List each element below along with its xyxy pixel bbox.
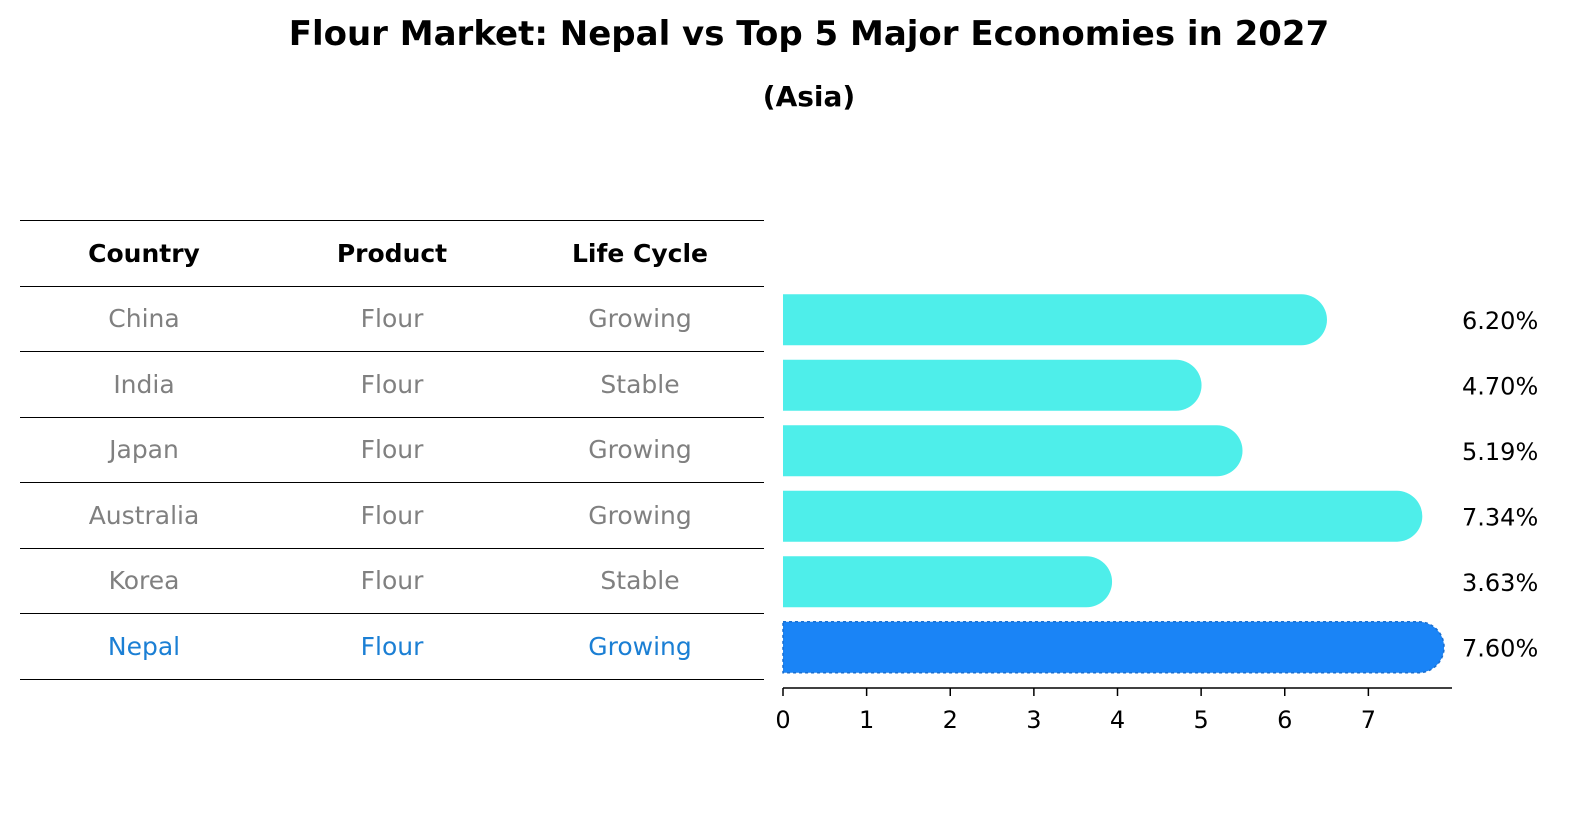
table-row: China Flour Growing xyxy=(20,287,764,352)
table-divider xyxy=(20,482,764,483)
x-tick-label: 0 xyxy=(775,706,790,734)
value-label-china: 6.20% xyxy=(1462,307,1538,335)
x-tick-label: 1 xyxy=(859,706,874,734)
bar-china xyxy=(783,294,1327,346)
life-cycle-cell: Stable xyxy=(600,369,680,399)
table-row: Korea Flour Stable xyxy=(20,549,764,614)
table-row: India Flour Stable xyxy=(20,352,764,417)
life-cycle-cell: Growing xyxy=(588,500,692,530)
table-divider xyxy=(20,613,764,614)
bar-japan xyxy=(783,425,1243,477)
bar-korea xyxy=(783,556,1113,608)
value-label-korea: 3.63% xyxy=(1462,569,1538,597)
x-tick-label: 2 xyxy=(943,706,958,734)
value-label-india: 4.70% xyxy=(1462,372,1538,400)
bar-india xyxy=(783,359,1202,411)
column-header-country: Country xyxy=(88,238,200,268)
country-cell: China xyxy=(108,304,180,334)
country-cell: India xyxy=(113,369,175,399)
country-cell: Australia xyxy=(88,500,200,530)
table-divider xyxy=(20,351,764,352)
life-cycle-cell: Growing xyxy=(588,631,692,661)
product-cell: Flour xyxy=(360,500,424,530)
bar-australia xyxy=(783,490,1423,542)
country-cell: Nepal xyxy=(107,631,181,661)
chart-title: Flour Market: Nepal vs Top 5 Major Econo… xyxy=(288,14,1330,54)
bar-nepal xyxy=(782,621,1445,674)
country-cell: Japan xyxy=(109,435,179,465)
product-cell: Flour xyxy=(360,566,424,596)
product-cell: Flour xyxy=(360,631,424,661)
table-divider xyxy=(20,285,764,287)
value-label-nepal: 7.60% xyxy=(1462,634,1538,662)
life-cycle-cell: Growing xyxy=(588,435,692,465)
x-tick-label: 3 xyxy=(1026,706,1041,734)
column-header-life-cycle: Life Cycle xyxy=(571,238,709,268)
table-divider xyxy=(20,220,764,221)
table-row: Japan Flour Growing xyxy=(20,418,764,483)
table-divider xyxy=(20,547,764,549)
chart-subtitle: (Asia) xyxy=(762,80,856,113)
table-row: Australia Flour Growing xyxy=(20,483,764,548)
table-header-row: Country Product Life Cycle xyxy=(20,221,764,286)
life-cycle-cell: Growing xyxy=(588,304,692,334)
table-divider xyxy=(20,416,764,418)
column-header-product: Product xyxy=(336,238,448,268)
x-tick-label: 4 xyxy=(1110,706,1125,734)
value-label-australia: 7.34% xyxy=(1462,503,1538,531)
table-row-highlight: Nepal Flour Growing xyxy=(20,614,764,679)
value-label-japan: 5.19% xyxy=(1462,438,1538,466)
country-cell: Korea xyxy=(108,566,180,596)
market-table: Country Product Life Cycle China Flour G… xyxy=(20,220,764,680)
x-tick-label: 7 xyxy=(1361,706,1376,734)
product-cell: Flour xyxy=(360,435,424,465)
product-cell: Flour xyxy=(360,369,424,399)
life-cycle-cell: Stable xyxy=(600,566,680,596)
x-tick-label: 6 xyxy=(1277,706,1292,734)
x-tick-label: 5 xyxy=(1193,706,1208,734)
table-divider xyxy=(20,678,764,680)
product-cell: Flour xyxy=(360,304,424,334)
